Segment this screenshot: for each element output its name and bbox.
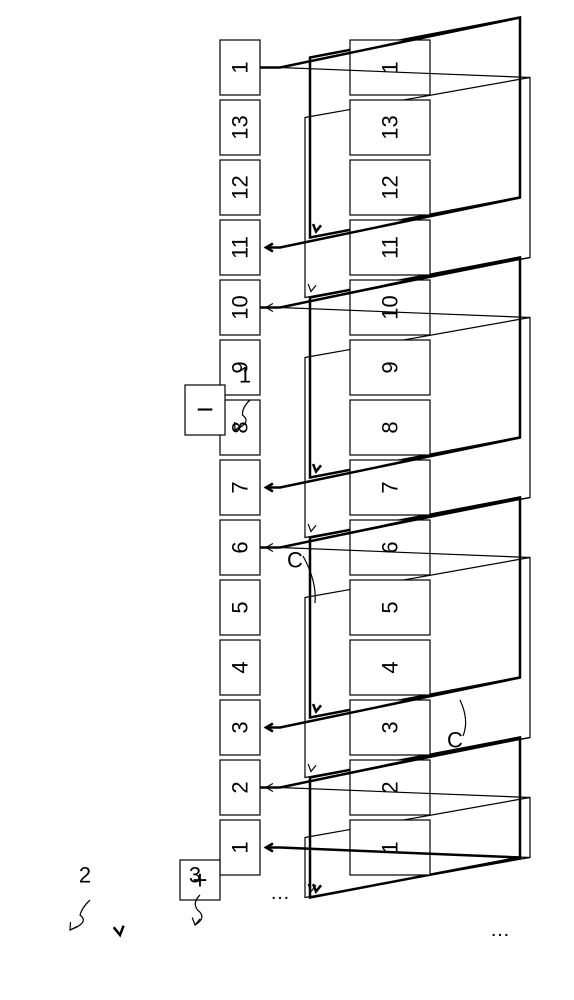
bottom-box-label: 5 [378, 601, 403, 613]
top-box-label: 2 [228, 781, 253, 793]
diagram: 113121110987654321+−11312111098765432112… [0, 0, 574, 1000]
bottom-box-label: 12 [378, 175, 403, 199]
top-box-label: 3 [228, 721, 253, 733]
top-box-label: 6 [228, 541, 253, 553]
top-column: 113121110987654321+− [180, 40, 260, 900]
bottom-box-label: 10 [378, 295, 403, 319]
bottom-box-label: 8 [378, 421, 403, 433]
top-box-label: 1 [228, 841, 253, 853]
ellipsis: … [490, 919, 510, 941]
bottom-box-label: 13 [378, 115, 403, 139]
bottom-box-label: 9 [378, 361, 403, 373]
bottom-box-label: 3 [378, 721, 403, 733]
bottom-box-label: 4 [378, 661, 403, 673]
top-box-label: 11 [228, 236, 253, 259]
top-box-label: 7 [228, 481, 253, 493]
ref-label: 2 [79, 863, 91, 888]
c-label: C [287, 548, 303, 573]
ref-label: 1 [239, 363, 251, 388]
bottom-box-label: 7 [378, 481, 403, 493]
svg-text:−: − [196, 394, 214, 427]
top-box-label: 4 [228, 661, 253, 673]
top-box-label: 5 [228, 601, 253, 613]
bottom-box-label: 11 [378, 236, 403, 259]
top-box-label: 1 [228, 61, 253, 73]
top-box-label: 10 [228, 295, 253, 319]
top-box-label: 12 [228, 175, 253, 199]
ref-label: 3 [189, 863, 201, 888]
c-label: C [447, 728, 463, 753]
ellipsis: … [270, 882, 290, 904]
ref-leader [70, 900, 90, 930]
top-box-label: 13 [228, 115, 253, 139]
